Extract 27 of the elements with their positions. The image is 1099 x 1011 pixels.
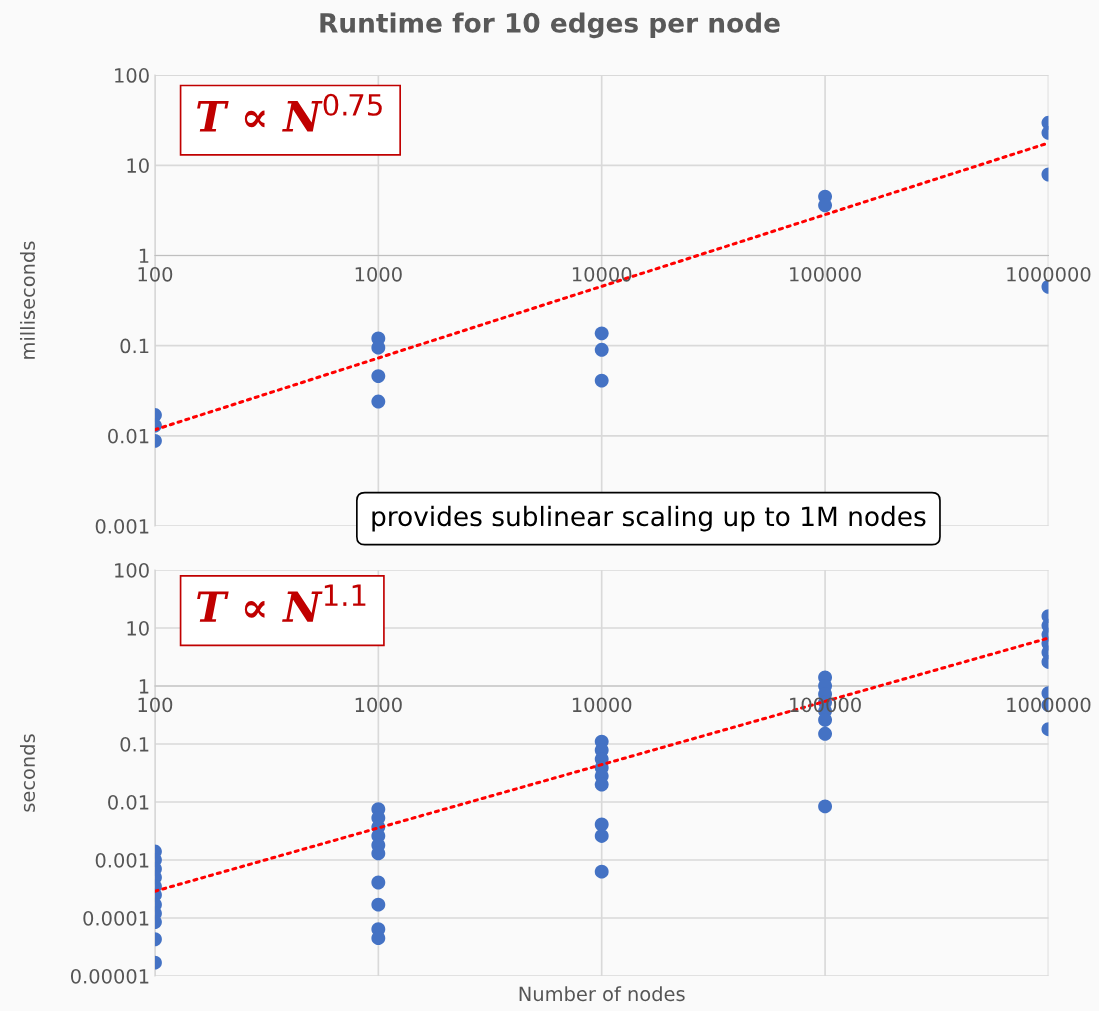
x-tick-label: 10000: [572, 697, 632, 713]
y-axis-title: seconds: [19, 734, 36, 812]
y-tick-label: 0.0001: [83, 910, 149, 926]
y-tick-label: 100: [115, 68, 149, 83]
y-tick-label: 10: [127, 620, 149, 636]
y-tick-label: 0.01: [108, 428, 149, 444]
y-tick-label: 100: [115, 562, 149, 578]
annotation: T ∝ N$^{1.1}$: [197, 584, 366, 622]
x-tick-label: 1000: [355, 697, 402, 713]
y-tick-label: 1: [139, 679, 149, 694]
y-axis-title: milliseconds: [19, 241, 36, 359]
y-tick-label: 0.00001: [70, 968, 149, 984]
x-tick-label: 1000000: [1007, 266, 1091, 282]
x-tick-label: 100000: [790, 266, 861, 282]
annotation: provides sublinear scaling up to 1M nodes: [372, 505, 926, 532]
y-tick-label: 10: [127, 158, 149, 173]
chart-title: Runtime for 10 edges per node: [320, 12, 780, 39]
y-tick-label: 1: [139, 248, 149, 263]
y-tick-label: 0.01: [108, 794, 149, 810]
y-tick-label: 0.001: [95, 852, 149, 868]
y-tick-label: 0.001: [95, 518, 149, 534]
x-axis-title: Number of nodes: [519, 986, 685, 1002]
x-tick-label: 1000: [355, 266, 402, 282]
y-tick-label: 0.1: [120, 736, 149, 752]
y-tick-label: 0.1: [120, 338, 149, 354]
annotation: T ∝ N$^{0.75}$: [197, 93, 382, 132]
x-tick-label: 10000: [572, 266, 632, 282]
